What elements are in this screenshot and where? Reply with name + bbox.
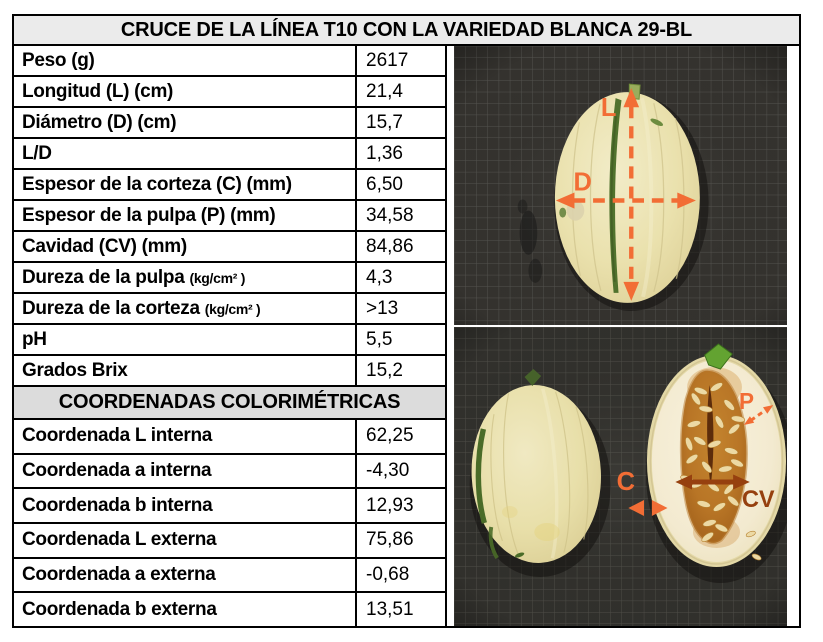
row-value: 4,3 — [357, 263, 447, 292]
row-label: Coordenada a externa — [22, 564, 216, 586]
table-row: Coordenada b interna 12,93 — [14, 489, 447, 525]
section-header-colorimetric: COORDENADAS COLORIMÉTRICAS — [14, 387, 447, 420]
row-value: 6,50 — [357, 170, 447, 199]
row-label-unit: (kg/cm² ) — [189, 269, 246, 286]
background-smudges — [517, 199, 543, 283]
table-row: Coordenada L externa 75,86 — [14, 524, 447, 559]
row-value: 84,86 — [357, 232, 447, 261]
row-label: Espesor de la corteza (C) (mm) — [22, 173, 292, 195]
row-label: pH — [22, 328, 47, 350]
row-value: 75,86 — [357, 524, 447, 557]
table-row: Coordenada b externa 13,51 — [14, 593, 447, 627]
green-mark — [650, 118, 664, 127]
row-value: 62,25 — [357, 420, 447, 453]
table-row: pH 5,5 — [14, 325, 447, 356]
cavity-arrow — [675, 474, 750, 490]
rind-label: C — [617, 468, 635, 496]
rind-markers — [628, 500, 668, 516]
table-row: Dureza de la pulpa (kg/cm² ) 4,3 — [14, 263, 447, 294]
row-value: >13 — [357, 294, 447, 323]
whole-melon — [471, 385, 601, 563]
table-row: Grados Brix 15,2 — [14, 356, 447, 387]
table-row: Cavidad (CV) (mm) 84,86 — [14, 232, 447, 263]
table-row: Espesor de la pulpa (P) (mm) 34,58 — [14, 201, 447, 232]
row-value: 12,93 — [357, 489, 447, 523]
melon-traits-figure: CRUCE DE LA LÍNEA T10 CON LA VARIEDAD BL… — [12, 14, 801, 628]
table-row: L/D 1,36 — [14, 139, 447, 170]
row-value: 21,4 — [357, 77, 447, 106]
length-label: L — [601, 94, 617, 122]
table-row: Espesor de la corteza (C) (mm) 6,50 — [14, 170, 447, 201]
length-arrow — [623, 88, 640, 301]
table-row: Coordenada a externa -0,68 — [14, 558, 447, 594]
figure-body: Peso (g) 2617 Longitud (L) (cm) 21,4 Diá… — [14, 46, 799, 627]
green-stripes — [475, 428, 499, 560]
table-row: Diámetro (D) (cm) 15,7 — [14, 108, 447, 139]
table-row: Coordenada L interna 62,25 — [14, 420, 447, 455]
photo-column: L D — [447, 46, 799, 626]
figure-title: CRUCE DE LA LÍNEA T10 CON LA VARIEDAD BL… — [14, 16, 799, 46]
row-label: Coordenada L externa — [22, 529, 217, 551]
row-label: Longitud (L) (cm) — [22, 80, 174, 102]
row-label: Grados Brix — [22, 359, 128, 381]
pulp-label: P — [739, 388, 754, 414]
row-value: 5,5 — [357, 325, 447, 354]
row-label-unit: (kg/cm² ) — [204, 300, 261, 317]
row-label: Dureza de la pulpa — [22, 266, 190, 288]
row-value: 2617 — [357, 46, 447, 75]
table-row: Longitud (L) (cm) 21,4 — [14, 77, 447, 108]
row-label: Coordenada b interna — [22, 494, 213, 516]
pulp-arrow — [743, 405, 774, 425]
row-value: -4,30 — [357, 454, 447, 488]
traits-table: Peso (g) 2617 Longitud (L) (cm) 21,4 Diá… — [14, 46, 447, 627]
row-value: 13,51 — [357, 593, 447, 627]
table-row: Dureza de la corteza (kg/cm² ) >13 — [14, 294, 447, 325]
cut-melon-stem — [704, 343, 733, 370]
cavity-label: CV — [742, 486, 775, 513]
row-value: -0,68 — [357, 558, 447, 592]
row-label: Diámetro (D) (cm) — [22, 111, 177, 133]
row-label: L/D — [22, 142, 52, 164]
table-row: Coordenada a interna -4,30 — [14, 454, 447, 490]
row-label: Coordenada b externa — [22, 598, 217, 620]
row-label: Dureza de la corteza — [22, 297, 205, 319]
row-value: 1,36 — [357, 139, 447, 168]
photo-whole-melon: L D — [454, 46, 787, 325]
diameter-label: D — [573, 168, 591, 196]
row-label: Cavidad (CV) (mm) — [22, 235, 187, 257]
diameter-arrow — [555, 192, 696, 209]
row-value: 15,2 — [357, 356, 447, 385]
row-value: 15,7 — [357, 108, 447, 137]
row-label: Peso (g) — [22, 49, 95, 71]
yellow-spot — [534, 523, 560, 541]
row-value: 34,58 — [357, 201, 447, 230]
whole-melon — [554, 92, 700, 303]
table-row: Peso (g) 2617 — [14, 46, 447, 77]
photo-cut-melon: P C CV — [454, 327, 787, 626]
row-label: Coordenada a interna — [22, 460, 212, 481]
row-label: Coordenada L interna — [22, 425, 213, 447]
melon-stem — [524, 369, 542, 386]
row-label: Espesor de la pulpa (P) (mm) — [22, 204, 276, 226]
